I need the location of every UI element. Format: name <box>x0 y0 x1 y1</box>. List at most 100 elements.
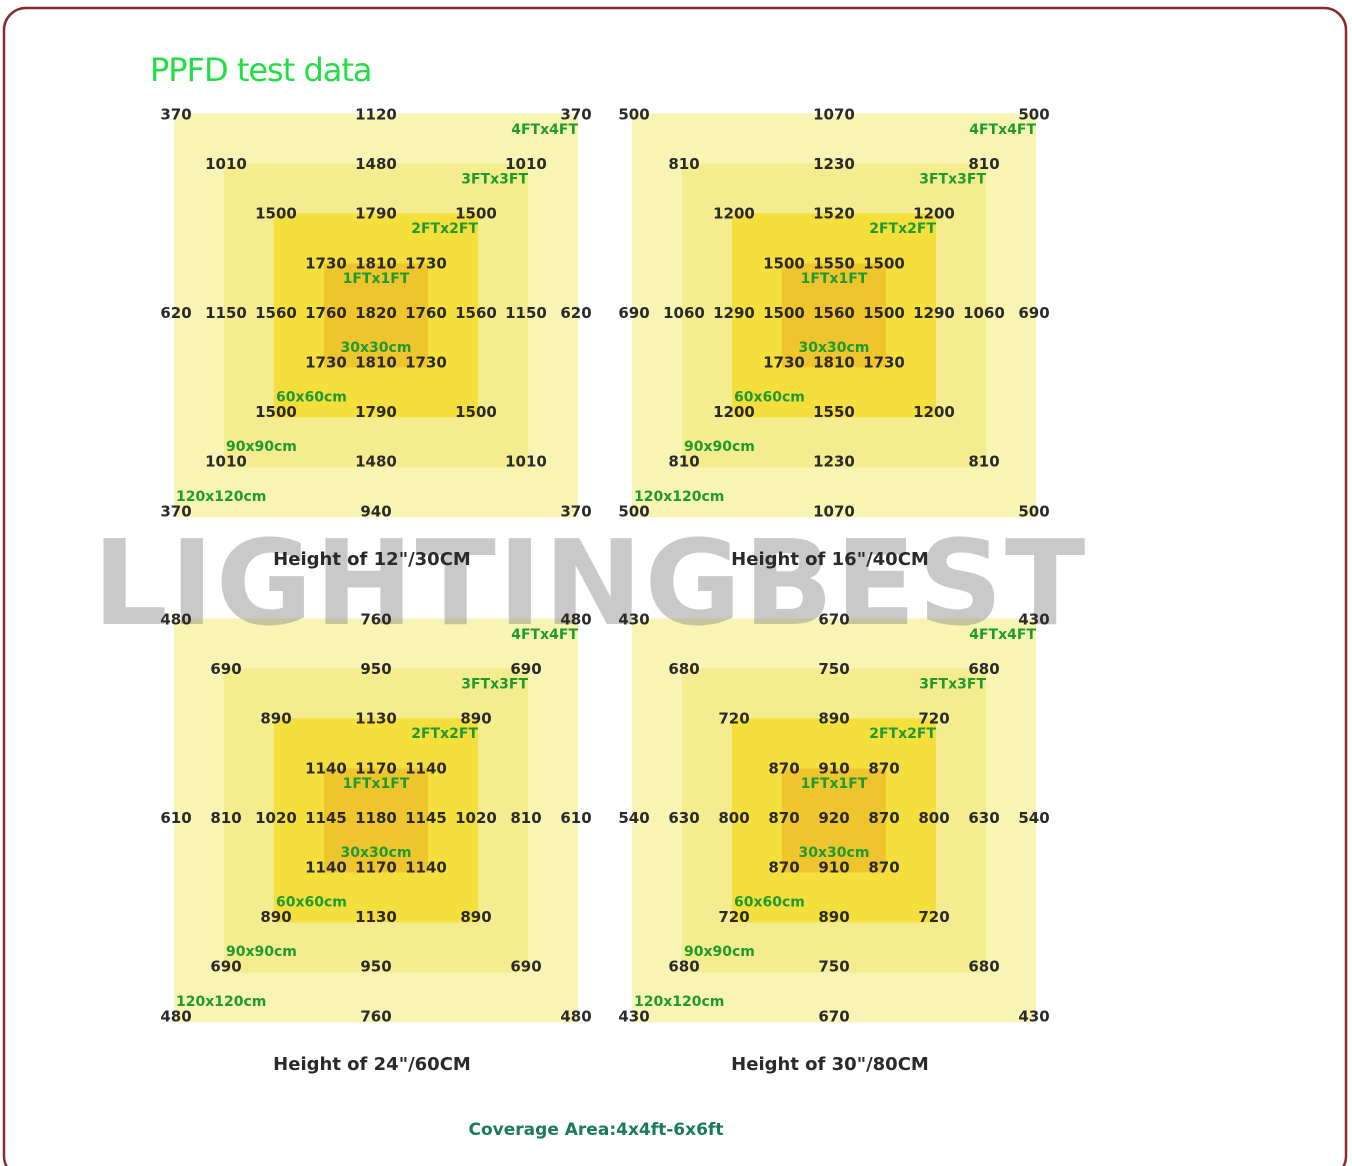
size-label: 4FTx4FT <box>511 122 578 138</box>
ppfd-value: 1760 <box>405 304 447 322</box>
size-label: 60x60cm <box>276 390 347 406</box>
ppfd-value: 610 <box>160 809 191 827</box>
size-label: 3FTx3FT <box>919 677 986 693</box>
zone <box>324 263 428 368</box>
ppfd-value: 690 <box>210 958 241 976</box>
size-label: 60x60cm <box>734 895 805 911</box>
ppfd-value: 1180 <box>355 809 397 827</box>
size-label: 1FTx1FT <box>343 776 410 792</box>
ppfd-value: 1170 <box>355 759 397 777</box>
ppfd-value: 370 <box>160 502 191 520</box>
ppfd-value: 1140 <box>405 859 447 877</box>
ppfd-value: 1550 <box>813 403 855 421</box>
ppfd-value: 810 <box>210 809 241 827</box>
ppfd-value: 810 <box>510 809 541 827</box>
size-label: 60x60cm <box>276 895 347 911</box>
size-label: 3FTx3FT <box>461 172 528 188</box>
ppfd-value: 1010 <box>505 453 547 471</box>
ppfd-value: 1760 <box>305 304 347 322</box>
ppfd-value: 630 <box>668 809 699 827</box>
ppfd-value: 890 <box>460 710 491 728</box>
ppfd-value: 810 <box>668 155 699 173</box>
ppfd-value: 720 <box>718 710 749 728</box>
size-label: 120x120cm <box>176 994 266 1010</box>
watermark: LIGHTINGBEST <box>93 514 1088 652</box>
ppfd-value: 620 <box>560 304 591 322</box>
ppfd-value: 690 <box>510 660 541 678</box>
ppfd-value: 540 <box>1018 809 1049 827</box>
size-label: 1FTx1FT <box>801 271 868 287</box>
size-label: 4FTx4FT <box>969 122 1036 138</box>
ppfd-value: 1500 <box>863 254 905 272</box>
ppfd-value: 430 <box>1018 1007 1049 1025</box>
ppfd-value: 480 <box>560 611 591 629</box>
ppfd-value: 1200 <box>713 403 755 421</box>
ppfd-value: 1500 <box>455 403 497 421</box>
ppfd-value: 1140 <box>305 759 347 777</box>
ppfd-value: 1145 <box>305 809 347 827</box>
ppfd-value: 690 <box>210 660 241 678</box>
ppfd-value: 370 <box>160 106 191 124</box>
ppfd-value: 1790 <box>355 403 397 421</box>
ppfd-value: 690 <box>1018 304 1049 322</box>
ppfd-value: 800 <box>718 809 749 827</box>
ppfd-value: 370 <box>560 106 591 124</box>
ppfd-value: 1230 <box>813 453 855 471</box>
size-label: 90x90cm <box>226 944 297 960</box>
size-label: 1FTx1FT <box>801 776 868 792</box>
ppfd-value: 940 <box>360 502 391 520</box>
size-label: 3FTx3FT <box>919 172 986 188</box>
zone <box>782 263 886 368</box>
size-label: 3FTx3FT <box>461 677 528 693</box>
ppfd-value: 610 <box>560 809 591 827</box>
ppfd-value: 1140 <box>305 859 347 877</box>
ppfd-value: 680 <box>968 958 999 976</box>
ppfd-value: 1010 <box>205 155 247 173</box>
title: PPFD test data <box>150 51 372 89</box>
ppfd-value: 810 <box>668 453 699 471</box>
ppfd-value: 870 <box>768 809 799 827</box>
ppfd-value: 1730 <box>863 354 905 372</box>
ppfd-value: 870 <box>768 859 799 877</box>
ppfd-value: 630 <box>968 809 999 827</box>
ppfd-value: 670 <box>818 611 849 629</box>
ppfd-value: 1290 <box>713 304 755 322</box>
size-label: 90x90cm <box>226 439 297 455</box>
ppfd-value: 870 <box>868 809 899 827</box>
ppfd-value: 1790 <box>355 205 397 223</box>
ppfd-value: 690 <box>618 304 649 322</box>
ppfd-value: 760 <box>360 1007 391 1025</box>
ppfd-value: 750 <box>818 660 849 678</box>
ppfd-value: 480 <box>160 611 191 629</box>
size-label: 90x90cm <box>684 944 755 960</box>
ppfd-value: 890 <box>260 710 291 728</box>
ppfd-value: 1200 <box>913 205 955 223</box>
size-label: 60x60cm <box>734 390 805 406</box>
size-label: 120x120cm <box>634 489 724 505</box>
ppfd-value: 760 <box>360 611 391 629</box>
ppfd-value: 810 <box>968 155 999 173</box>
ppfd-value: 1130 <box>355 710 397 728</box>
ppfd-value: 1500 <box>455 205 497 223</box>
values: 370 1120 370 1010 1480 1010 1500 1790 1500 1730 18… <box>160 106 1049 1076</box>
footer: Coverage Area:4x4ft-6x6ft <box>469 1120 724 1140</box>
ppfd-value: 910 <box>818 759 849 777</box>
ppfd-value: 1560 <box>455 304 497 322</box>
ppfd-value: 1730 <box>305 254 347 272</box>
ppfd-value: 1060 <box>663 304 705 322</box>
ppfd-value: 1500 <box>763 254 805 272</box>
ppfd-value: 810 <box>968 453 999 471</box>
caption: Height of 24"/60CM <box>273 1054 471 1075</box>
size-label: 30x30cm <box>341 340 412 356</box>
ppfd-value: 1010 <box>505 155 547 173</box>
ppfd-value: 430 <box>618 1007 649 1025</box>
ppfd-value: 950 <box>360 958 391 976</box>
ppfd-value: 1060 <box>963 304 1005 322</box>
ppfd-value: 1170 <box>355 859 397 877</box>
size-label: 4FTx4FT <box>511 627 578 643</box>
ppfd-value: 1560 <box>813 304 855 322</box>
ppfd-value: 750 <box>818 958 849 976</box>
size-label: 30x30cm <box>799 340 870 356</box>
ppfd-value: 870 <box>768 759 799 777</box>
size-label: 2FTx2FT <box>411 726 478 742</box>
